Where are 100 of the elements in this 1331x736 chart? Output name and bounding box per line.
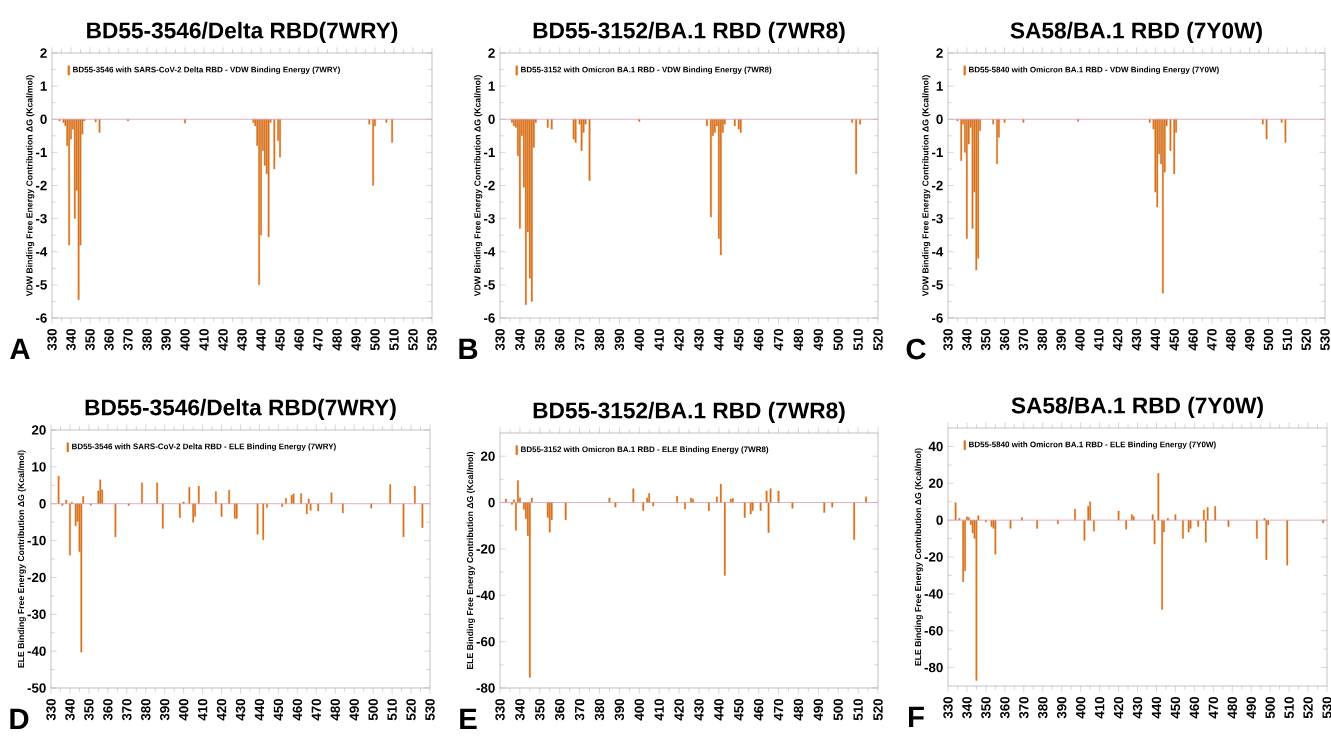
x-tick-label: 350 [535,328,545,351]
y-tick-label: 1 [40,81,47,91]
x-tick-label: 390 [1056,328,1066,351]
y-axis-title: ELE Binding Free Energy Contribution ΔG (Kcal/mol) [17,450,26,668]
x-tick-label: 470 [1208,696,1219,719]
y-tick-label: 2 [936,48,943,58]
x-tick-label: 450 [273,698,284,721]
x-tick-label: 380 [141,698,151,721]
x-tick-label: 450 [734,698,744,721]
x-tick-label: 430 [694,328,704,351]
x-tick-label: 430 [694,698,704,721]
y-tick-label: 2 [488,48,495,58]
x-tick-label: 380 [594,328,605,351]
x-tick-label: 360 [554,698,565,721]
y-tick-label: 2 [40,48,47,58]
x-tick-label: 340 [515,698,525,721]
x-tick-label: 520 [1303,696,1313,719]
y-tick-label: -2 [35,180,47,191]
y-tick-label: 0 [488,114,495,124]
x-tick-label: 370 [574,698,585,721]
x-tick-label: 400 [1075,328,1085,351]
x-tick-label: 520 [873,698,883,721]
x-tick-label: 330 [495,698,505,721]
x-tick-label: 340 [515,328,525,351]
text: F [909,706,924,727]
y-tick-label: -1 [35,147,47,157]
x-tick-label: 480 [1227,696,1237,719]
x-tick-label: 440 [714,328,724,351]
legend-label: BD55-3152 with Omicron BA.1 RBD - VDW Binding Energy (7WR8) [521,66,772,75]
x-tick-label: 470 [1207,328,1217,351]
y-tick-label: 20 [480,451,495,461]
x-tick-label: 480 [793,698,804,721]
y-tick-label: 0 [488,497,495,508]
y-tick-label: 1 [488,81,495,91]
x-tick-label: 440 [256,328,266,351]
x-tick-label: 370 [1019,696,1029,719]
y-tick-label: -20 [27,572,46,583]
x-tick-label: 370 [574,328,585,351]
x-tick-label: 420 [674,698,684,721]
x-tick-label: 500 [368,698,378,721]
x-tick-label: 370 [122,698,132,721]
x-tick-label: 480 [330,698,340,721]
y-tick-label: -3 [931,213,943,224]
y-tick-label: -5 [35,280,47,290]
x-tick-label: 520 [1301,328,1311,351]
y-axis-title: VDW Binding Free Energy Contribution ΔG (Kcal/mol) [474,75,483,297]
x-tick-label: 400 [634,698,644,721]
x-tick-label: 440 [1150,328,1161,351]
y-tick-label: -6 [35,313,47,323]
y-tick-label: -6 [483,313,495,323]
x-tick-label: 510 [389,328,399,351]
y-tick-label: 0 [39,499,46,509]
x-tick-label: 470 [311,698,322,721]
x-tick-label: 490 [351,328,361,351]
x-tick-label: 340 [66,328,76,351]
legend-label: BD55-3152 with Omicron BA.1 RBD - ELE Binding Energy (7WR8) [521,446,769,454]
x-tick-label: 400 [178,698,189,721]
x-tick-label: 330 [943,696,953,719]
x-tick-label: 490 [813,698,824,721]
x-tick-label: 460 [292,698,303,721]
x-tick-label: 410 [199,328,209,351]
legend-label: BD55-5840 with Omicron BA.1 RBD - ELE Binding Energy (7Y0W) [969,441,1216,449]
x-tick-label: 510 [1282,328,1293,351]
x-tick-label: 490 [813,328,824,351]
x-tick-label: 350 [85,328,95,351]
x-tick-label: 440 [1151,696,1162,719]
x-tick-label: 350 [981,696,991,719]
x-tick-label: 330 [46,698,56,721]
x-tick-label: 430 [235,698,246,721]
chart-title: SA58/BA.1 RBD (7Y0W) [1010,21,1262,43]
x-tick-label: 420 [218,328,228,351]
y-tick-label: -10 [27,535,46,546]
text: C [906,338,926,360]
x-tick-label: 420 [674,328,684,351]
y-tick-label: -4 [931,247,944,257]
chart-title: BD55-3152/BA.1 RBD (7WR8) [533,401,845,423]
x-tick-label: 450 [734,328,744,351]
y-tick-label: -5 [931,280,943,290]
text: B [459,338,478,359]
x-tick-label: 390 [161,328,171,351]
x-tick-label: 390 [1056,696,1067,719]
x-tick-label: 370 [123,328,133,351]
x-tick-label: 480 [1226,328,1236,351]
y-tick-label: -2 [931,180,943,191]
y-tick-label: -3 [483,213,495,224]
y-tick-label: -1 [931,147,943,157]
x-tick-label: 530 [425,698,435,721]
x-tick-label: 360 [554,328,565,351]
y-tick-label: -5 [483,280,495,290]
y-tick-label: 0 [936,114,943,124]
y-tick-label: 10 [32,462,46,472]
x-tick-label: 380 [142,328,152,351]
x-tick-label: 330 [943,328,953,351]
x-tick-label: 380 [1037,328,1047,351]
x-tick-label: 340 [65,698,75,721]
y-tick-label: -80 [924,662,943,673]
y-tick-label: -40 [476,590,495,600]
x-tick-label: 400 [180,328,190,351]
x-tick-label: 500 [1263,328,1274,351]
x-tick-label: 420 [216,698,227,721]
